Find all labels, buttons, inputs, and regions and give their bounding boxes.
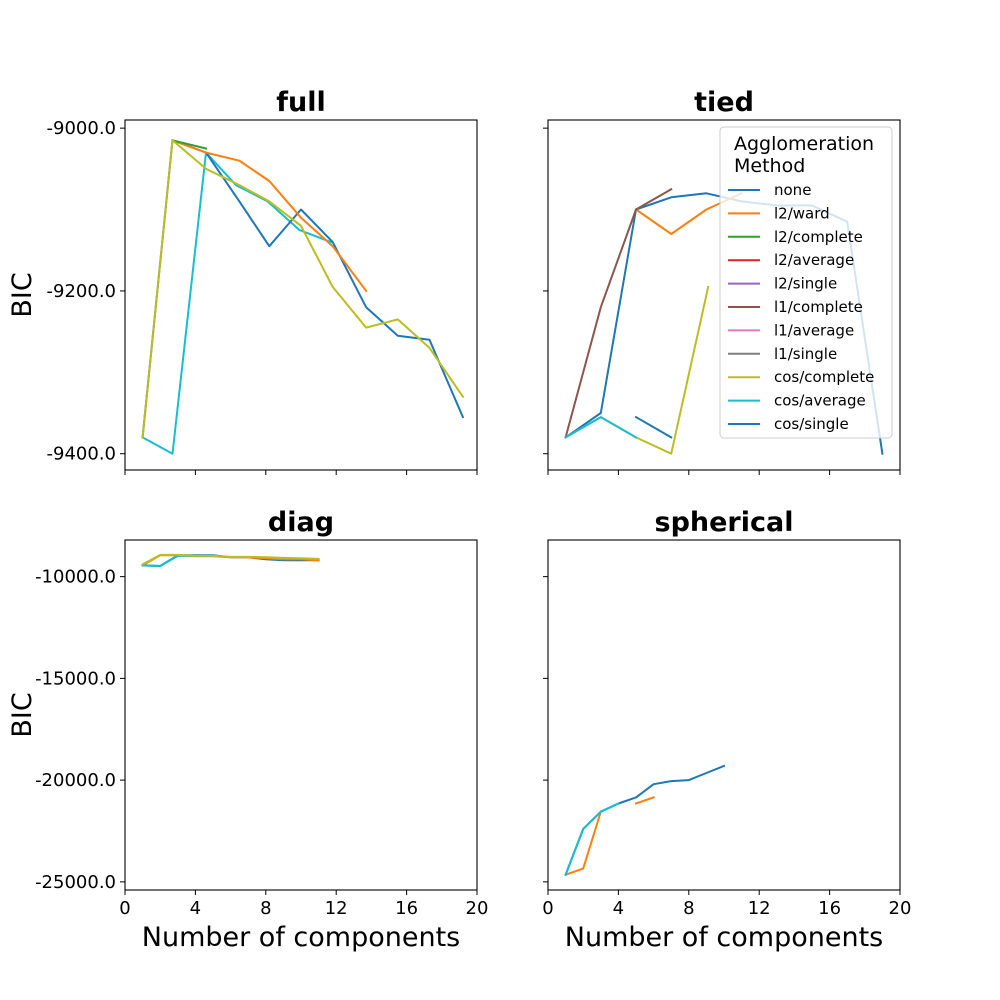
panel-title: tied [694,87,754,118]
x-tick-label: 0 [542,898,553,919]
y-tick-label: -9200.0 [47,281,116,302]
y-axis-label: BIC [7,272,38,317]
y-tick-label: -15000.0 [35,668,116,689]
x-axis-label: Number of components [565,922,883,953]
x-tick-label: 16 [818,898,841,919]
series-line-cos-average [141,554,214,567]
panel-spherical: spherical 0 4 8 12 16 20 Number of components [542,507,911,953]
panel-title: full [276,87,325,118]
panel-full: full -9000.0 -9200.0 -9400.0 BIC [7,87,478,475]
series-line-l2-ward [564,810,603,876]
legend-title: Agglomeration [734,133,874,155]
x-tick-label: 12 [325,898,348,919]
y-tick-label: -10000.0 [35,567,116,588]
series-line-cos-average [564,802,620,876]
axes-frame [124,539,478,891]
legend-entry: cos/single [774,415,849,433]
axes-frame [124,119,478,471]
axes-frame [547,539,901,891]
y-tick-label: -25000.0 [35,872,116,893]
x-tick-label: 16 [395,898,418,919]
series-line-l2-ward [171,139,368,293]
series-line-cos-average [564,416,638,439]
legend-entry: l2/ward [774,204,830,222]
x-tick-label: 4 [190,898,201,919]
x-tick-label: 20 [889,898,912,919]
legend-title: Method [734,155,805,177]
legend-entry: l1/single [774,345,837,363]
legend-frame [719,126,893,439]
y-tick-label: -20000.0 [35,770,116,791]
y-tick-label: -9000.0 [47,118,116,139]
legend-entry: cos/average [774,392,866,410]
panel-diag: diag 0 4 8 12 16 20 -10000.0 -15000.0 -20000.0 -25… [7,507,488,953]
series-line-cos-average [141,151,333,455]
series-line-cos-complete [141,553,320,566]
legend-entry: l2/single [774,275,837,293]
panel-title: diag [268,507,334,538]
series-group [564,764,726,876]
legend-entry: cos/complete [774,368,874,386]
legend-entry: l1/average [774,321,854,339]
y-axis-label: BIC [7,692,38,737]
x-tick-label: 4 [613,898,624,919]
y-tick-label: -9400.0 [47,444,116,465]
panel-title: spherical [655,507,794,538]
series-line-cos-single [634,415,673,439]
legend-entry: l1/complete [774,298,863,316]
axes-frame [547,119,901,471]
x-tick-label: 8 [260,898,271,919]
series-line-cos-complete [564,285,710,455]
series-line-l2-complete [171,139,208,150]
series-group [141,553,320,567]
series-line-cos-complete [141,139,465,439]
series-line-l1-complete [564,187,673,439]
series-group [141,139,465,455]
legend-entry: l2/average [774,251,854,269]
series-line-none [564,764,726,876]
series-line-l2-ward [634,796,655,805]
legend-entry: l2/complete [774,228,863,246]
legend-entry: none [774,181,811,199]
x-tick-label: 0 [119,898,130,919]
x-tick-label: 12 [748,898,771,919]
x-axis-label: Number of components [142,922,460,953]
x-tick-label: 8 [683,898,694,919]
x-tick-label: 20 [466,898,489,919]
